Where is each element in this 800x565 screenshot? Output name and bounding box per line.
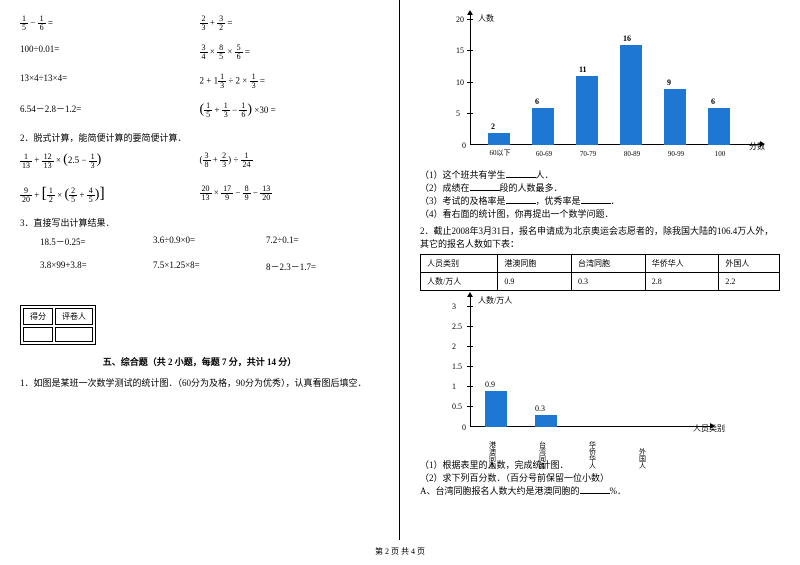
chart-2: 人数/万人 人员类别 0 0.511.522.53 0.9港澳同胞 0.3台湾同… bbox=[450, 297, 710, 452]
category-table: 人员类别港澳同胞台湾同胞华侨华人外国人 人数/万人0.90.32.82.2 bbox=[420, 254, 780, 291]
calc: 7.5×1.25×8= bbox=[153, 260, 266, 273]
eq: 113 + 1213 × (2.5 − 13) bbox=[20, 152, 200, 169]
eq: 34 × 85 × 56 = bbox=[200, 44, 380, 61]
eq: 13×4÷13×4= bbox=[20, 73, 200, 90]
calc: 3.8×99+3.8= bbox=[40, 260, 153, 273]
question-1: 1．如图是某班一次数学测试的统计图．（60分为及格，90分为优秀），认真看图后填… bbox=[20, 376, 379, 389]
eq: 23 + 32 = bbox=[200, 15, 380, 32]
eq: (38 + 23) ÷ 124 bbox=[200, 152, 380, 169]
eq: 2 + 113 ÷ 2 × 13 = bbox=[200, 73, 380, 90]
item-3: 3．直接写出计算结果． bbox=[20, 216, 379, 229]
eq: 6.54－2.8－1.2= bbox=[20, 102, 200, 119]
eq: 15 − 16 = bbox=[20, 15, 200, 32]
left-column: 15 − 16 = 23 + 32 = 100÷0.01= 34 × 85 × … bbox=[0, 0, 400, 540]
q1-fill: （1）这个班共有学生人． （2）成绩在段的人数最多． （3）考试的及格率是，优秀… bbox=[420, 168, 780, 220]
calc: 3.6÷0.9×0= bbox=[153, 235, 266, 248]
question-2: 2．截止2008年3月31日，报名申请成为北京奥运会志愿者的，除我国大陆的106… bbox=[420, 224, 780, 250]
item-2: 2．脱式计算，能简便计算的要简便计算． bbox=[20, 131, 379, 144]
eq: 100÷0.01= bbox=[20, 44, 200, 61]
chart-1: 人数 分数 0 5101520 2 60以下 6 60-69 11 70-79 … bbox=[450, 15, 760, 160]
eq: 2013 × 179 − 89 − 1320 bbox=[200, 185, 380, 204]
calc: 8－2.3－1.7= bbox=[266, 260, 379, 273]
right-column: 人数 分数 0 5101520 2 60以下 6 60-69 11 70-79 … bbox=[400, 0, 800, 540]
calc: 18.5－0.25= bbox=[40, 235, 153, 248]
eq: 920 + [12 × (25 + 45)] bbox=[20, 185, 200, 204]
q2-fill: （1）根据表里的人数，完成统计图． （2）求下列百分数．（百分号前保留一位小数）… bbox=[420, 458, 780, 497]
page-footer: 第 2 页 共 4 页 bbox=[0, 546, 800, 557]
eq: (15 + 13 − 16) ×30 = bbox=[200, 102, 380, 119]
section-5-title: 五、综合题（共 2 小题，每题 7 分，共计 14 分） bbox=[20, 355, 379, 368]
calc: 7.2÷0.1= bbox=[266, 235, 379, 248]
score-table: 得分评卷人 bbox=[20, 305, 96, 345]
